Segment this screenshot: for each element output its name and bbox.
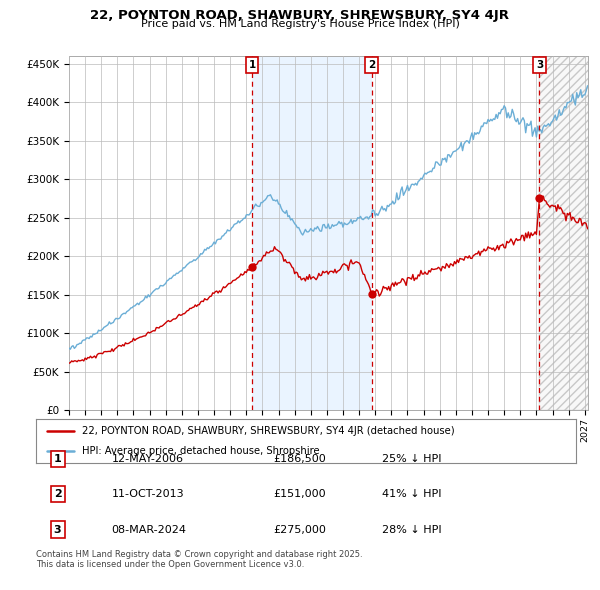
Text: £151,000: £151,000	[274, 489, 326, 499]
Bar	[252, 56, 371, 410]
Text: 1: 1	[248, 60, 256, 70]
Text: 22, POYNTON ROAD, SHAWBURY, SHREWSBURY, SY4 4JR (detached house): 22, POYNTON ROAD, SHAWBURY, SHREWSBURY, …	[82, 427, 455, 436]
Text: 22, POYNTON ROAD, SHAWBURY, SHREWSBURY, SY4 4JR: 22, POYNTON ROAD, SHAWBURY, SHREWSBURY, …	[91, 9, 509, 22]
Text: £275,000: £275,000	[274, 525, 326, 535]
Text: 25% ↓ HPI: 25% ↓ HPI	[382, 454, 441, 464]
Text: 12-MAY-2006: 12-MAY-2006	[112, 454, 184, 464]
Text: 3: 3	[54, 525, 61, 535]
Text: Contains HM Land Registry data © Crown copyright and database right 2025.
This d: Contains HM Land Registry data © Crown c…	[36, 550, 362, 569]
Bar	[539, 56, 596, 410]
Text: HPI: Average price, detached house, Shropshire: HPI: Average price, detached house, Shro…	[82, 446, 320, 455]
Text: 3: 3	[536, 60, 543, 70]
Text: Price paid vs. HM Land Registry's House Price Index (HPI): Price paid vs. HM Land Registry's House …	[140, 19, 460, 30]
Text: 41% ↓ HPI: 41% ↓ HPI	[382, 489, 441, 499]
Text: 08-MAR-2024: 08-MAR-2024	[112, 525, 187, 535]
Bar	[539, 56, 596, 410]
Text: 11-OCT-2013: 11-OCT-2013	[112, 489, 184, 499]
Text: 28% ↓ HPI: 28% ↓ HPI	[382, 525, 441, 535]
Text: 1: 1	[54, 454, 61, 464]
Text: 2: 2	[368, 60, 376, 70]
Text: £186,500: £186,500	[274, 454, 326, 464]
Text: 2: 2	[54, 489, 61, 499]
